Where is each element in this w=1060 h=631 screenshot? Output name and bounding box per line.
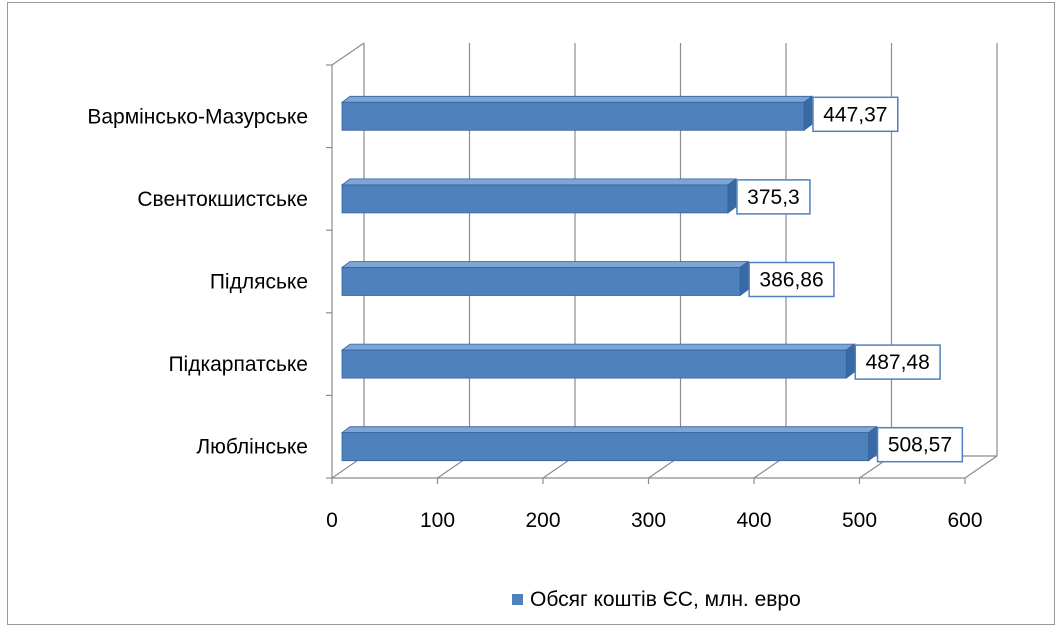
wall-top-edge	[331, 42, 365, 66]
category-label: Вармінсько-Мазурське	[87, 105, 308, 128]
data-label: 447,37	[823, 103, 887, 126]
bar-top-face	[340, 95, 814, 103]
legend-swatch	[512, 594, 523, 605]
bar	[341, 184, 729, 214]
x-tick-label: 200	[525, 509, 560, 532]
data-label: 386,86	[759, 269, 823, 292]
data-label: 508,57	[888, 434, 952, 457]
bar-end-face	[868, 425, 877, 462]
category-label: Підляське	[210, 271, 308, 294]
x-tick-label: 500	[842, 509, 877, 532]
category-label: Люблінське	[196, 436, 308, 459]
bar-top-face	[340, 178, 738, 186]
bar	[341, 432, 869, 462]
x-tick-label: 400	[736, 509, 771, 532]
bar	[341, 349, 847, 379]
x-tick-label: 300	[631, 509, 666, 532]
category-label: Свентокшистське	[137, 188, 308, 211]
data-label-box	[876, 426, 964, 463]
bars	[340, 95, 878, 462]
bar-top-face	[340, 261, 750, 268]
bar-top-face	[340, 343, 856, 351]
bar-top-face	[340, 426, 878, 434]
data-label: 487,48	[866, 351, 930, 374]
x-tick-label: 100	[420, 509, 455, 532]
data-label-box	[812, 96, 899, 133]
bar-end-face	[803, 95, 813, 132]
bar	[341, 267, 741, 296]
bar-end-face	[845, 343, 855, 379]
bar-end-face	[739, 260, 749, 297]
gridline-floor	[964, 455, 998, 479]
data-label: 375,3	[747, 186, 800, 209]
x-tick-label: 600	[947, 509, 982, 532]
category-label: Підкарпатське	[168, 353, 308, 376]
data-labels: 508,57 487,48 386,86 375,3 447,37	[736, 96, 964, 463]
bar-end-face	[727, 178, 737, 214]
data-label-box	[854, 344, 941, 380]
legend: Обсяг коштів ЄС, млн. евро	[512, 588, 801, 611]
tick-labels: 0 100 200 300 400 500 600	[326, 509, 982, 532]
bar	[341, 101, 805, 131]
legend-label: Обсяг коштів ЄС, млн. евро	[530, 588, 801, 611]
data-label-box	[736, 179, 811, 215]
category-labels: Люблінське Підкарпатське Підляське Свентокш…	[87, 105, 308, 458]
data-label-box	[748, 261, 835, 298]
x-tick-label: 0	[326, 509, 338, 532]
